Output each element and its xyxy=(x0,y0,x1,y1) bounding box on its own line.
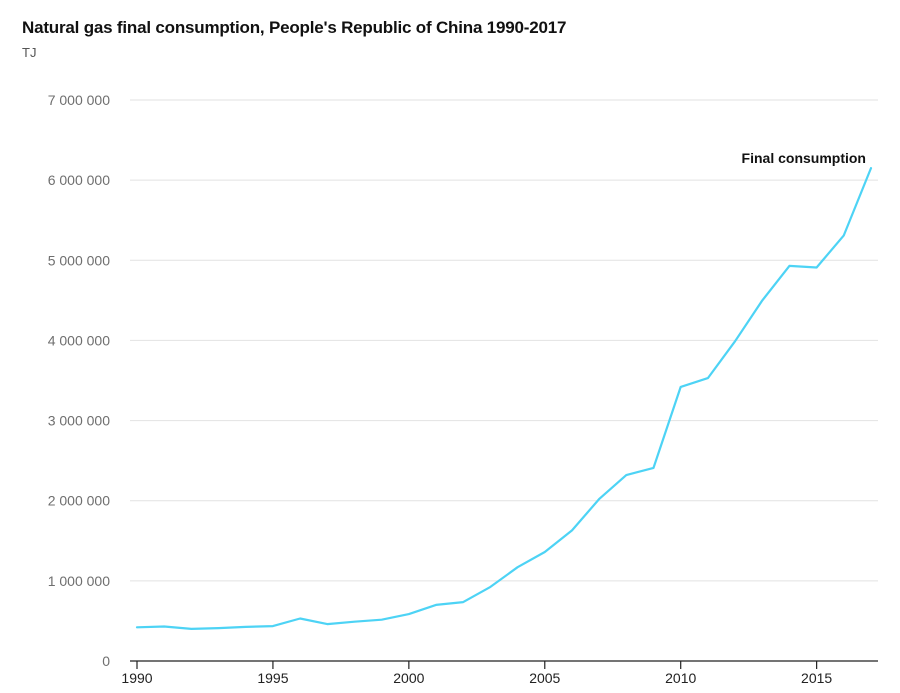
x-tick-label: 2010 xyxy=(665,670,696,686)
x-tick-label: 2005 xyxy=(529,670,560,686)
y-tick-label: 7 000 000 xyxy=(48,92,110,108)
y-tick-label: 3 000 000 xyxy=(48,413,110,429)
y-tick-label: 2 000 000 xyxy=(48,493,110,509)
x-tick-label: 1990 xyxy=(121,670,152,686)
y-tick-label: 1 000 000 xyxy=(48,573,110,589)
gridlines xyxy=(130,99,878,582)
x-axis: 1990 1995 2000 2005 2010 2015 xyxy=(121,660,878,686)
x-tick-label: 1995 xyxy=(257,670,288,686)
x-tick-label: 2000 xyxy=(393,670,424,686)
series-group: Final consumption xyxy=(135,150,873,631)
y-axis: 0 1 000 000 2 000 000 3 000 000 4 000 000 5 0… xyxy=(48,92,111,669)
y-tick-label: 5 000 000 xyxy=(48,252,110,268)
series-label: Final consumption xyxy=(742,150,866,166)
y-tick-label: 0 xyxy=(102,653,110,669)
unit-label: TJ xyxy=(22,45,37,60)
y-tick-label: 4 000 000 xyxy=(48,332,110,348)
series-line-final-consumption xyxy=(135,167,873,631)
chart-title: Natural gas final consumption, People's … xyxy=(22,18,567,37)
x-tick-label: 2015 xyxy=(801,670,832,686)
y-tick-label: 6 000 000 xyxy=(48,172,110,188)
